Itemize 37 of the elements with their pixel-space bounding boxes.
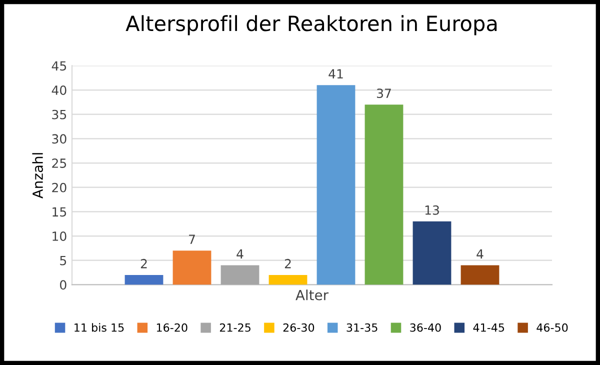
y-tick-label: 5 xyxy=(60,256,66,266)
bar xyxy=(412,221,452,285)
y-tick-label: 20 xyxy=(52,182,66,192)
y-tick-label: 35 xyxy=(52,110,66,120)
data-label: 37 xyxy=(377,88,391,98)
y-tick-label: 30 xyxy=(52,134,66,144)
legend-label: 11 bis 15 xyxy=(74,323,124,332)
y-tick-label: 25 xyxy=(52,158,66,168)
y-tick-label: 45 xyxy=(52,61,66,71)
bar xyxy=(364,104,404,285)
legend-label: 46-50 xyxy=(536,323,568,332)
legend-label: 16-20 xyxy=(156,323,188,332)
data-label: 7 xyxy=(189,234,195,244)
y-tick-label: 15 xyxy=(52,207,66,217)
y-tick-label: 40 xyxy=(52,86,66,95)
bar xyxy=(460,265,500,285)
y-tick-label: 10 xyxy=(52,232,66,241)
legend-label: 21-25 xyxy=(220,323,250,332)
legend-label: 36-40 xyxy=(410,323,441,332)
data-label: 2 xyxy=(284,258,291,268)
data-label: 41 xyxy=(328,69,343,78)
legend-label: 26-30 xyxy=(283,323,314,332)
bar xyxy=(268,274,308,285)
y-axis-title: Anzahl xyxy=(32,153,43,198)
data-label: 4 xyxy=(476,249,484,258)
chart-title: Altersprofil der Reaktoren in Europa xyxy=(126,15,497,36)
data-label: 13 xyxy=(425,205,439,215)
bar xyxy=(316,85,356,285)
legend-label: 31-35 xyxy=(346,323,378,332)
legend-label: 41-45 xyxy=(473,324,504,332)
data-label: 4 xyxy=(236,249,244,258)
bar xyxy=(172,250,212,285)
data-label: 2 xyxy=(140,258,147,268)
y-tick-label: 0 xyxy=(60,280,66,290)
x-tick-label: Alter xyxy=(296,290,329,300)
bar xyxy=(220,265,260,285)
bar xyxy=(124,274,164,285)
